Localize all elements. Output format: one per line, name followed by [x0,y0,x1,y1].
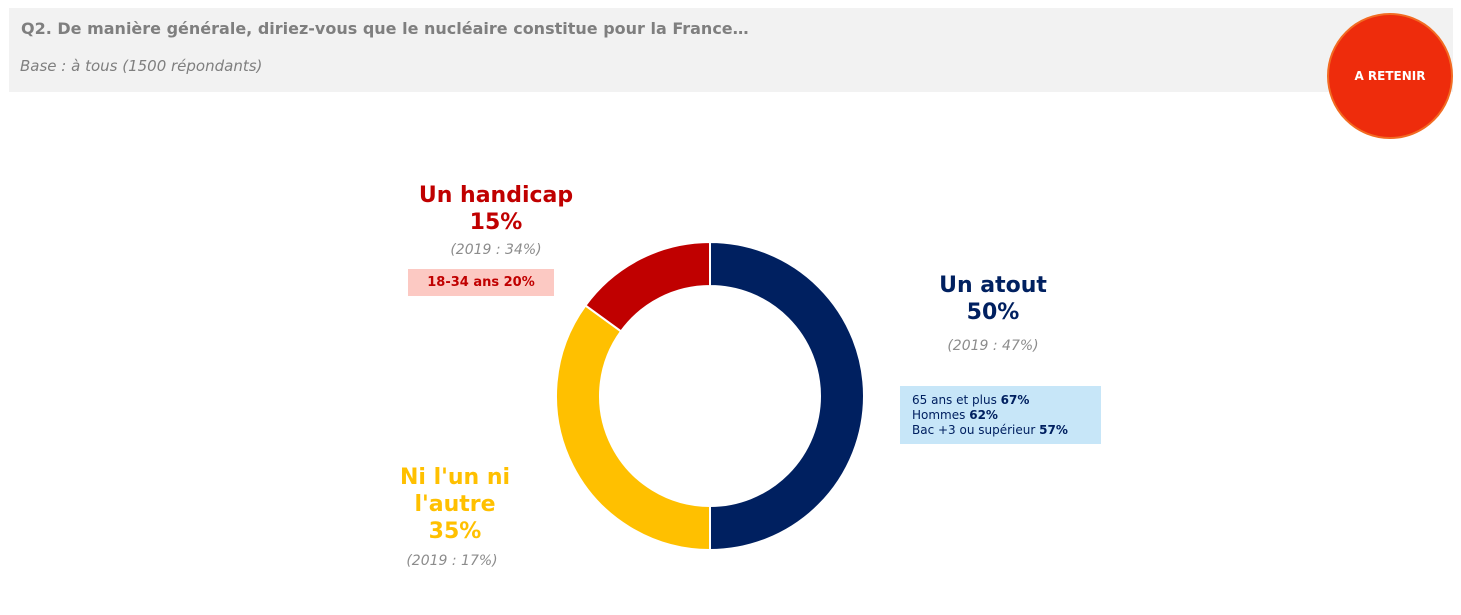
highlight-box-atout: 65 ans et plus 67% Hommes 62% Bac +3 ou … [900,386,1101,444]
comparison-handicap: (2019 : 34%) [450,242,542,258]
slice-value-atout: 50% [966,300,1020,325]
comparison-atout: (2019 : 47%) [947,338,1039,354]
highlight-label: Bac +3 ou supérieur [912,423,1036,437]
slice-value-handicap: 15% [469,210,523,235]
highlight-value: 62% [969,408,998,422]
highlight-label-handicap: 18-34 ans [427,275,500,290]
highlight-value: 57% [1039,423,1068,437]
slice-label-atout: Un atout 50% [893,272,1093,326]
highlight-row: 65 ans et plus 67% [912,393,1101,408]
highlight-box-handicap: 18-34 ans 20% [408,269,554,296]
slice-name-handicap: Un handicap [418,183,574,208]
question-header: Q2. De manière générale, diriez-vous que… [9,8,1453,92]
question-title: Q2. De manière générale, diriez-vous que… [21,19,749,38]
highlight-value: 67% [1000,393,1030,407]
highlight-row: Hommes 62% [912,408,1101,423]
slice-label-ni-lun-ni-lautre: Ni l'un ni l'autre 35% [355,464,555,545]
donut-slice-un-handicap [584,240,711,333]
donut-slice-un-atout [709,240,865,552]
highlight-row: Bac +3 ou supérieur 57% [912,423,1101,438]
highlight-label: Hommes [912,408,966,422]
donut-slice-ni-l-un-ni-l-autre [555,304,711,552]
a-retenir-button[interactable]: A RETENIR [1327,13,1453,139]
comparison-ni-lun-ni-lautre: (2019 : 17%) [406,553,498,569]
slice-name-atout: Un atout [939,273,1047,298]
highlight-value-handicap: 20% [503,275,535,290]
highlight-label: 65 ans et plus [912,393,997,407]
slice-name-line: l'autre [414,492,496,517]
slice-value-ni-lun-ni-lautre: 35% [428,519,482,544]
slice-label-handicap: Un handicap 15% [396,182,596,236]
slice-name-line: Ni l'un ni [399,465,511,490]
base-note: Base : à tous (1500 répondants) [20,57,263,75]
